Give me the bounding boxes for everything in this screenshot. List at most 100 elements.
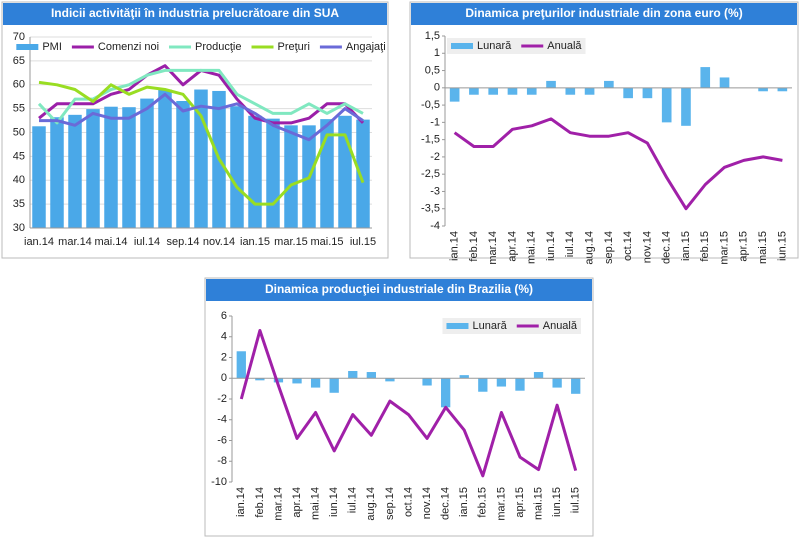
- y-tick-label: 65: [13, 55, 25, 67]
- bar: [68, 114, 82, 228]
- bar: [642, 87, 653, 99]
- x-tick-label: mar.14: [487, 231, 499, 265]
- y-tick-label: 30: [13, 222, 25, 234]
- x-tick-label: sep.14: [384, 487, 396, 520]
- bar: [366, 372, 376, 379]
- y-tick-label: -6: [217, 434, 227, 446]
- legend-label: Preţuri: [278, 41, 310, 53]
- bar: [356, 119, 370, 228]
- y-tick-label: -0,5: [421, 99, 440, 111]
- y-tick-label: 70: [13, 31, 25, 43]
- bar: [236, 351, 246, 379]
- bar: [533, 372, 544, 379]
- x-tick-label: iul.14: [564, 231, 576, 257]
- bar: [681, 87, 691, 126]
- x-tick-label: feb.15: [699, 231, 711, 262]
- x-tick-label: dec.14: [661, 231, 673, 264]
- x-tick-label: iun.15: [551, 487, 563, 517]
- bar: [176, 100, 190, 228]
- bar: [449, 87, 460, 102]
- line: [39, 92, 364, 142]
- legend-label: Comenzi noi: [98, 41, 159, 53]
- bar: [496, 378, 507, 387]
- x-tick-label: oct.14: [622, 231, 634, 261]
- y-tick-label: 60: [13, 79, 25, 91]
- y-tick-label: -2,5: [421, 168, 440, 180]
- line: [239, 329, 578, 478]
- y-tick-label: -2: [430, 151, 440, 163]
- bar: [310, 378, 321, 388]
- chart-title: Dinamica producţiei industriale din Braz…: [265, 282, 533, 296]
- y-tick-label: 0,5: [425, 64, 440, 76]
- legend-label: Lunară: [472, 320, 507, 332]
- y-tick-label: 4: [221, 331, 227, 343]
- legend-label: Anuală: [547, 40, 582, 52]
- y-tick-label: 0: [221, 372, 227, 384]
- bar: [104, 106, 118, 228]
- bar: [488, 87, 499, 95]
- bar: [255, 378, 265, 381]
- y-tick-label: 40: [13, 174, 25, 186]
- x-tick-label: apr.14: [506, 231, 518, 262]
- bar: [584, 87, 595, 95]
- x-tick-label: mai.14: [94, 236, 127, 248]
- legend-label: Angajaţi: [346, 41, 386, 53]
- bar: [661, 87, 672, 123]
- x-tick-label: feb.14: [468, 231, 480, 262]
- bar: [122, 107, 136, 228]
- title-bar: [3, 3, 387, 25]
- line: [37, 68, 364, 125]
- bar: [459, 375, 469, 379]
- x-tick-label: mai.14: [310, 487, 322, 520]
- x-tick-label: apr.15: [514, 487, 526, 518]
- bar: [507, 87, 518, 95]
- bar: [700, 67, 711, 88]
- x-tick-label: mai.15: [757, 231, 769, 264]
- line: [453, 117, 783, 211]
- y-tick-label: -1,5: [421, 134, 440, 146]
- bar: [273, 378, 284, 383]
- x-tick-label: nov.14: [641, 231, 653, 263]
- bar: [32, 126, 46, 228]
- chart-title: Indicii activităţii în industria prelucr…: [51, 6, 339, 20]
- x-tick-label: iul.14: [347, 487, 359, 513]
- x-tick-label: mai.14: [526, 231, 538, 264]
- y-tick-label: 6: [221, 310, 227, 322]
- x-tick-label: nov.14: [203, 236, 235, 248]
- x-tick-label: oct.14: [402, 487, 414, 517]
- x-tick-label: iul.15: [570, 487, 582, 513]
- x-tick-label: sep.14: [603, 231, 615, 264]
- y-tick-label: 2: [221, 351, 227, 363]
- bar: [441, 378, 451, 408]
- bar: [565, 87, 576, 95]
- x-tick-label: feb.15: [477, 487, 489, 518]
- y-tick-label: 1: [434, 47, 440, 59]
- bar: [329, 378, 339, 393]
- x-tick-label: iul.15: [350, 236, 376, 248]
- x-tick-label: mar.14: [272, 487, 284, 521]
- x-tick-label: ian.14: [235, 487, 247, 517]
- y-tick-label: -2: [217, 393, 227, 405]
- bar: [515, 378, 525, 391]
- x-tick-label: ian.14: [449, 231, 461, 261]
- bar: [266, 118, 280, 228]
- x-tick-label: mai.15: [310, 236, 343, 248]
- legend-swatch: [451, 43, 473, 49]
- y-tick-label: 55: [13, 103, 25, 115]
- bar: [158, 89, 172, 229]
- title-bar: [206, 279, 592, 301]
- bar: [50, 117, 64, 228]
- legend-box: [447, 38, 586, 54]
- legend-swatch: [16, 44, 39, 50]
- legend: PMI Comenzi noi Producţie Preţuri Angajaţi: [16, 41, 386, 53]
- x-tick-label: ian.15: [240, 236, 270, 248]
- title-bar: [411, 3, 797, 25]
- x-tick-label: mar.15: [718, 231, 730, 265]
- bar: [546, 80, 556, 88]
- x-tick-label: ian.15: [680, 231, 692, 261]
- y-tick-label: 50: [13, 126, 25, 138]
- x-tick-label: feb.14: [254, 487, 266, 518]
- legend-label: Producţie: [195, 41, 241, 53]
- chart-title: Dinamica preţurilor industriale din zona…: [465, 6, 742, 20]
